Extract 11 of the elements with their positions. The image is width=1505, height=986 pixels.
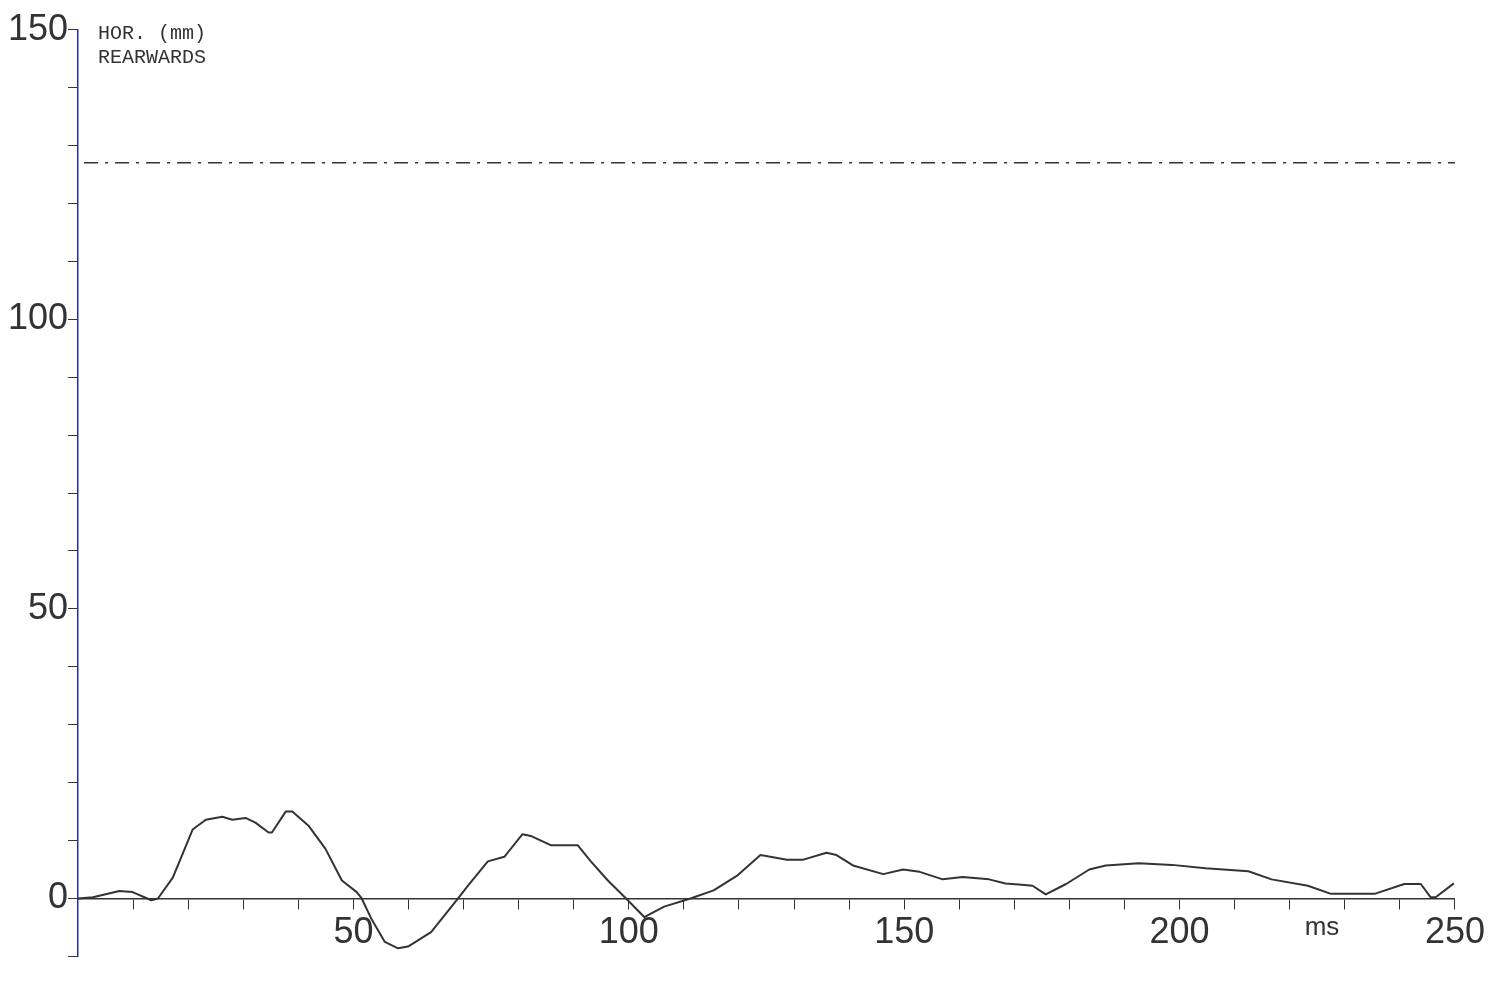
x-tick-label: 200 xyxy=(1149,910,1210,951)
y-tick-label: 50 xyxy=(28,585,69,627)
y-tick-label: 150 xyxy=(7,6,69,48)
y-tick-label: 0 xyxy=(48,875,69,917)
x-tick-label: 100 xyxy=(598,910,659,951)
x-tick-label: 50 xyxy=(333,910,374,951)
y-tick-label: 100 xyxy=(7,296,69,338)
x-tick-label: 250 xyxy=(1424,910,1486,951)
y-axis-title: HOR. (mm) REARWARDS xyxy=(98,22,208,70)
x-axis-title: ms xyxy=(1304,910,1340,941)
x-tick-label: 150 xyxy=(874,910,935,951)
